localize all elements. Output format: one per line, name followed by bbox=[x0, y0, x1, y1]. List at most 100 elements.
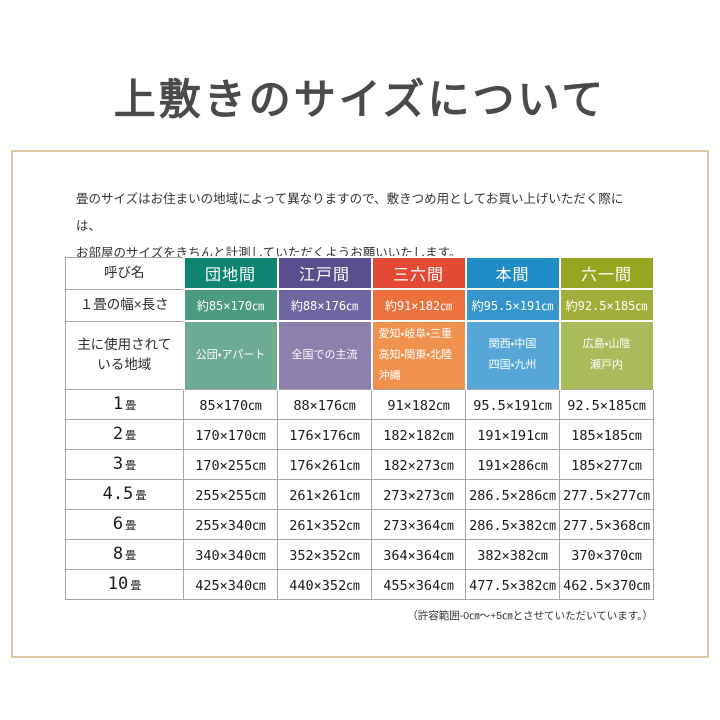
size-cell-4-2: 261×261㎝ bbox=[277, 478, 372, 510]
size-cell-7-5: 462.5×370㎝ bbox=[559, 568, 654, 600]
content-frame: 畳のサイズはお住まいの地域によって異なりますので、敷きつめ用としてお買い上げいた… bbox=[11, 150, 709, 658]
size-cell-1-3: 91×182㎝ bbox=[371, 388, 466, 420]
tolerance-note: （許容範囲-0㎝〜+5㎝とさせていただいています。） bbox=[407, 610, 653, 622]
size-cell-3-1: 170×255㎝ bbox=[183, 448, 278, 480]
width-row-label: １畳の幅×長さ bbox=[65, 288, 184, 322]
description-line-1: 畳のサイズはお住まいの地域によって異なりますので、敷きつめ用としてお買い上げいた… bbox=[76, 192, 624, 233]
region-value-2: 全国での主流 bbox=[276, 320, 373, 390]
size-cell-5-2: 261×352㎝ bbox=[277, 508, 372, 540]
size-cell-1-4: 95.5×191㎝ bbox=[465, 388, 560, 420]
description: 畳のサイズはお住まいの地域によって異なりますので、敷きつめ用としてお買い上げいた… bbox=[76, 186, 644, 267]
column-header-3: 三六間 bbox=[370, 256, 467, 290]
size-cell-6-1: 340×340㎝ bbox=[183, 538, 278, 570]
size-cell-4-1: 255×255㎝ bbox=[183, 478, 278, 510]
width-value-2: 約88×176㎝ bbox=[276, 288, 373, 322]
table-row: １畳の幅×長さ 約85×170㎝ 約88×176㎝ 約91×182㎝ 約95.5×191… bbox=[65, 288, 655, 322]
size-row-number: 3 bbox=[112, 454, 124, 474]
size-cell-4-5: 277.5×277㎝ bbox=[559, 478, 654, 510]
table-row: 3 畳 170×255㎝ 176×261㎝ 182×273㎝ 191×286㎝ 185×27… bbox=[65, 448, 654, 480]
width-value-1: 約85×170㎝ bbox=[182, 288, 279, 322]
size-row-label: 4.5 畳 bbox=[65, 478, 184, 510]
column-header-4: 本間 bbox=[464, 256, 561, 290]
size-row-number: 6 bbox=[112, 514, 124, 534]
table-row: 8 畳 340×340㎝ 352×352㎝ 364×364㎝ 382×382㎝ 370×37… bbox=[65, 538, 654, 570]
size-cell-5-1: 255×340㎝ bbox=[183, 508, 278, 540]
size-cell-7-4: 477.5×382㎝ bbox=[465, 568, 560, 600]
size-cell-2-1: 170×170㎝ bbox=[183, 418, 278, 450]
table-row: 4.5 畳 255×255㎝ 261×261㎝ 273×273㎝ 286.5×286㎝ 27… bbox=[65, 478, 654, 510]
table-row: 呼び名 団地間 江戸間 三六間 本間 六一間 bbox=[65, 256, 655, 290]
text-line: 愛知・岐阜・三重 bbox=[378, 327, 452, 340]
table-row: 10 畳 425×340㎝ 440×352㎝ 455×364㎝ 477.5×382㎝ 462… bbox=[65, 568, 654, 600]
region-value-4: 関西・中国四国・九州 bbox=[464, 320, 561, 390]
page-title: 上敷きのサイズについて bbox=[113, 75, 607, 124]
size-row-number: 1 bbox=[112, 394, 124, 414]
size-cell-6-2: 352×352㎝ bbox=[277, 538, 372, 570]
text-line: 沖縄 bbox=[378, 369, 401, 382]
table-row: 6 畳 255×340㎝ 261×352㎝ 273×364㎝ 286.5×382㎝ 277.… bbox=[65, 508, 654, 540]
text-line: 広島・山陰 bbox=[582, 338, 631, 351]
size-cell-6-4: 382×382㎝ bbox=[465, 538, 560, 570]
size-cell-7-3: 455×364㎝ bbox=[371, 568, 466, 600]
size-cell-7-2: 440×352㎝ bbox=[277, 568, 372, 600]
size-row-label: 10 畳 bbox=[65, 568, 184, 600]
text-line: 四国・九州 bbox=[488, 359, 537, 372]
text-line: 高知・関東・北陸 bbox=[378, 348, 452, 361]
region-row-label: 主に使用されて いる地域 bbox=[65, 320, 184, 390]
text-line: 全国での主流 bbox=[291, 348, 358, 361]
table-row: 主に使用されて いる地域 公団・アパート 全国での主流 愛知・岐阜・三重 高知・関東・北陸… bbox=[65, 320, 655, 390]
width-value-3: 約91×182㎝ bbox=[370, 288, 467, 322]
text-line: 関西・中国 bbox=[488, 338, 537, 351]
region-value-3: 愛知・岐阜・三重 高知・関東・北陸 沖縄 bbox=[370, 320, 467, 390]
table-row: 2 畳 170×170㎝ 176×176㎝ 182×182㎝ 191×191㎝ 185×18… bbox=[65, 418, 654, 450]
size-cell-2-5: 185×185㎝ bbox=[559, 418, 654, 450]
column-header-2: 江戸間 bbox=[276, 256, 373, 290]
size-cell-5-4: 286.5×382㎝ bbox=[465, 508, 560, 540]
size-cell-7-1: 425×340㎝ bbox=[183, 568, 278, 600]
width-value-5: 約92.5×185㎝ bbox=[558, 288, 655, 322]
text-line: 公団・アパート bbox=[195, 348, 266, 361]
size-row-unit: 畳 bbox=[125, 520, 137, 532]
table-body: 呼び名 団地間 江戸間 三六間 本間 六一間 １畳の幅×長さ 約85×170㎝ 約88×176㎝… bbox=[65, 256, 655, 600]
size-cell-6-5: 370×370㎝ bbox=[559, 538, 654, 570]
size-cell-2-3: 182×182㎝ bbox=[371, 418, 466, 450]
region-value-5: 広島・山陰 瀬戸内 bbox=[558, 320, 655, 390]
corner-label: 呼び名 bbox=[65, 256, 184, 290]
size-cell-3-4: 191×286㎝ bbox=[465, 448, 560, 480]
size-cell-5-5: 277.5×368㎝ bbox=[559, 508, 654, 540]
size-cell-6-3: 364×364㎝ bbox=[371, 538, 466, 570]
size-row-number: 8 bbox=[112, 544, 124, 564]
size-row-unit: 畳 bbox=[125, 550, 137, 562]
size-cell-1-2: 88×176㎝ bbox=[277, 388, 372, 420]
size-row-unit: 畳 bbox=[130, 580, 142, 592]
size-row-unit: 畳 bbox=[135, 490, 147, 502]
size-cell-1-1: 85×170㎝ bbox=[183, 388, 278, 420]
size-cell-5-3: 273×364㎝ bbox=[371, 508, 466, 540]
size-row-number: 4.5 bbox=[102, 484, 134, 504]
size-row-number: 10 bbox=[107, 574, 129, 594]
size-cell-3-5: 185×277㎝ bbox=[559, 448, 654, 480]
size-cell-3-3: 182×273㎝ bbox=[371, 448, 466, 480]
size-cell-2-2: 176×176㎝ bbox=[277, 418, 372, 450]
size-row-number: 2 bbox=[112, 424, 124, 444]
column-header-1: 団地間 bbox=[182, 256, 279, 290]
size-table: 呼び名 団地間 江戸間 三六間 本間 六一間 １畳の幅×長さ 約85×170㎝ 約88×176㎝… bbox=[65, 256, 655, 600]
region-value-1: 公団・アパート bbox=[182, 320, 279, 390]
width-value-4: 約95.5×191㎝ bbox=[464, 288, 561, 322]
size-cell-4-3: 273×273㎝ bbox=[371, 478, 466, 510]
size-cell-1-5: 92.5×185㎝ bbox=[559, 388, 654, 420]
size-cell-2-4: 191×191㎝ bbox=[465, 418, 560, 450]
text-line: 主に使用されて bbox=[77, 337, 172, 353]
size-cell-3-2: 176×261㎝ bbox=[277, 448, 372, 480]
column-header-5: 六一間 bbox=[558, 256, 655, 290]
size-row-unit: 畳 bbox=[125, 430, 137, 442]
size-cell-4-4: 286.5×286㎝ bbox=[465, 478, 560, 510]
table-row: 1 畳 85×170㎝ 88×176㎝ 91×182㎝ 95.5×191㎝ 92.5×185… bbox=[65, 388, 654, 420]
text-line: 瀬戸内 bbox=[590, 359, 623, 372]
